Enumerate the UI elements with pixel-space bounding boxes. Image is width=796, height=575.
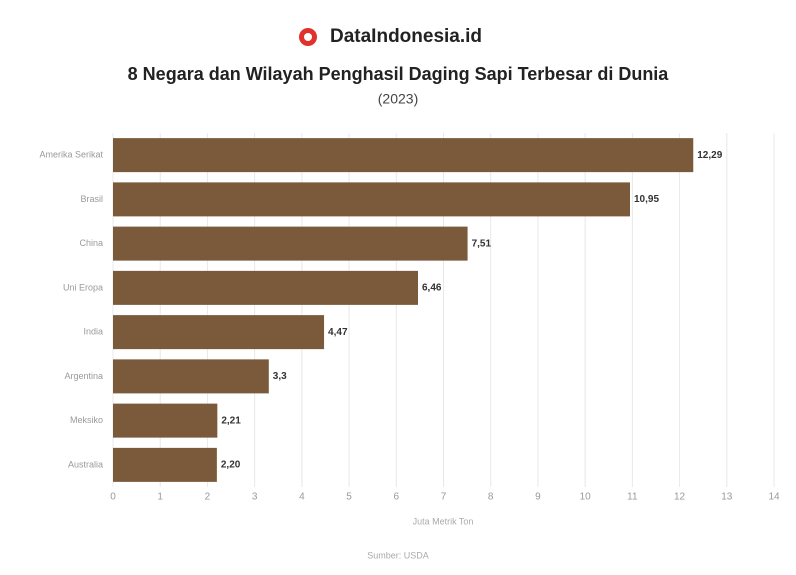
bar — [113, 359, 269, 394]
chart-subtitle: (2023) — [378, 91, 418, 107]
value-label: 10,95 — [634, 194, 659, 205]
x-tick-label: 5 — [346, 492, 352, 503]
value-label: 12,29 — [697, 150, 722, 161]
y-tick-label: India — [83, 327, 103, 337]
x-tick-label: 6 — [394, 492, 400, 503]
brand: DataIndonesia.id — [330, 26, 482, 47]
bar — [113, 315, 325, 350]
bar — [113, 226, 468, 261]
y-tick-label: Uni Eropa — [63, 282, 103, 292]
value-label: 2,20 — [221, 460, 241, 471]
y-tick-label: Australia — [68, 459, 103, 469]
y-tick-label: Brasil — [80, 194, 103, 204]
x-tick-label: 3 — [252, 492, 258, 503]
x-tick-label: 0 — [110, 492, 116, 503]
x-tick-label: 12 — [674, 492, 686, 503]
x-tick-label: 14 — [768, 492, 780, 503]
logo: DataIndonesia.id — [299, 26, 482, 47]
value-label: 4,47 — [328, 327, 348, 338]
x-tick-label: 10 — [580, 492, 592, 503]
x-tick-label: 13 — [721, 492, 733, 503]
value-label: 2,21 — [221, 415, 241, 426]
value-label: 6,46 — [422, 283, 442, 294]
y-tick-label: Amerika Serikat — [39, 150, 103, 160]
source: Sumber: USDA — [367, 550, 429, 560]
value-label: 7,51 — [472, 238, 492, 249]
bar — [113, 138, 694, 173]
bar — [113, 270, 419, 305]
y-tick-label: Meksiko — [70, 415, 103, 425]
bar — [113, 182, 630, 217]
x-tick-label: 9 — [535, 492, 541, 503]
bar — [113, 403, 218, 438]
x-tick-label: 2 — [205, 492, 211, 503]
x-axis-title: Juta Metrik Ton — [413, 516, 474, 526]
x-tick-label: 7 — [441, 492, 447, 503]
x-tick-label: 4 — [299, 492, 305, 503]
x-tick-label: 8 — [488, 492, 494, 503]
value-label: 3,3 — [273, 371, 287, 382]
y-tick-label: China — [79, 238, 103, 248]
logo-icon-hole — [304, 33, 312, 41]
bar — [113, 447, 217, 482]
x-tick-label: 1 — [157, 492, 163, 503]
x-tick-label: 11 — [627, 492, 638, 503]
chart-title: 8 Negara dan Wilayah Penghasil Daging Sa… — [128, 64, 670, 84]
y-tick-label: Argentina — [64, 371, 103, 381]
